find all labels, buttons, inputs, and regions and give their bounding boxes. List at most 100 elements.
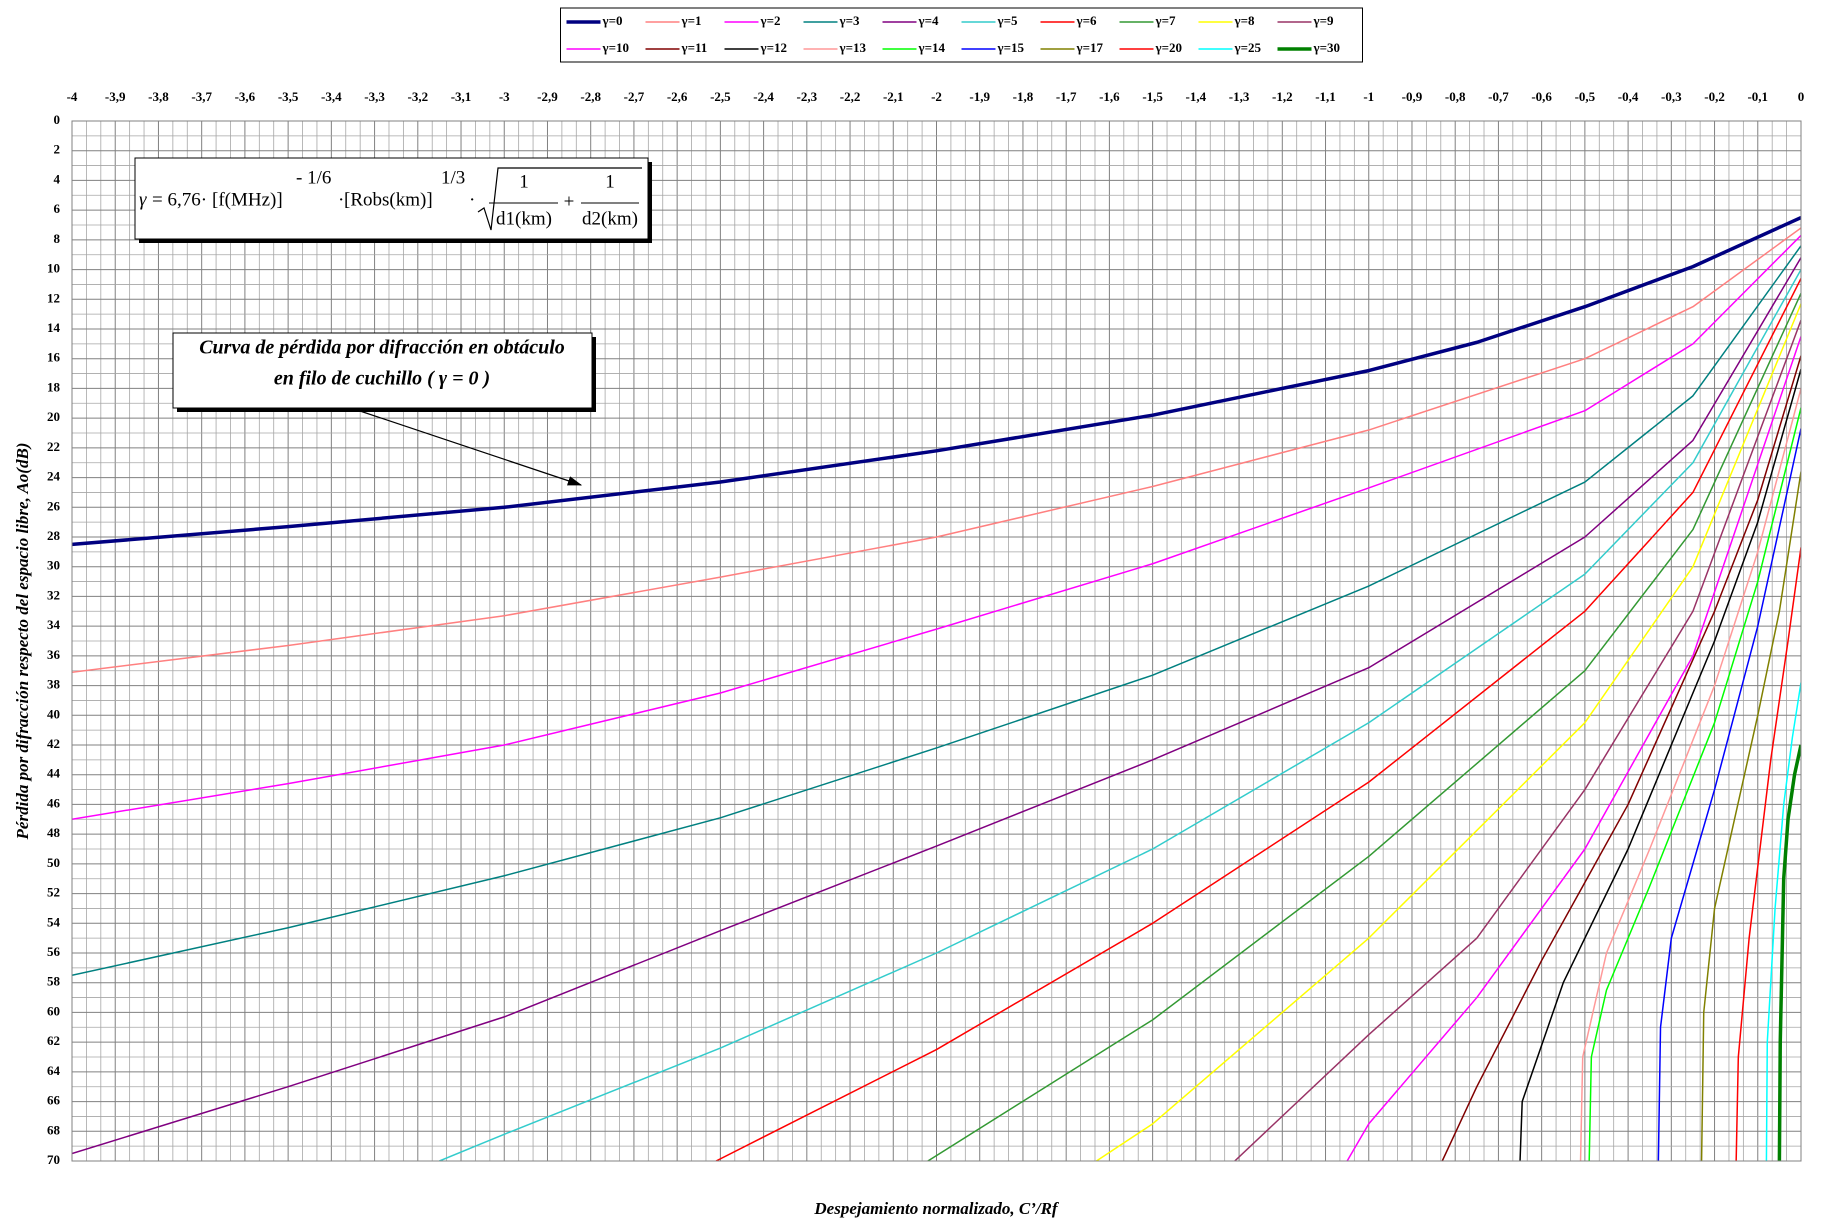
formula-text: d1(km) xyxy=(496,208,552,229)
x-tick-label: -3,4 xyxy=(321,89,342,104)
x-tick-label: -2,7 xyxy=(624,89,645,104)
x-tick-label: -1,5 xyxy=(1142,89,1163,104)
box xyxy=(134,157,649,240)
x-tick-label: -3 xyxy=(499,89,510,104)
ticks: -4 -3,9 -3,8 -3,7 -3,6 -3,5 -3,4 -3,3 -3,2 -3,1 -3… xyxy=(47,89,1804,1167)
callout-arrow xyxy=(359,410,583,486)
y-tick-label: 10 xyxy=(47,261,60,276)
y-tick-label: 36 xyxy=(47,647,61,662)
x-tick-label: -1,6 xyxy=(1099,89,1120,104)
y-axis-title: Pérdida por difracción respecto del espa… xyxy=(13,443,32,841)
y-tick-label: 8 xyxy=(54,231,61,246)
legend-label: γ=30 xyxy=(1313,40,1341,55)
x-tick-label: -2,3 xyxy=(797,89,818,104)
x-tick-label: 0 xyxy=(1798,89,1805,104)
grid xyxy=(71,120,1802,1162)
y-tick-label: 44 xyxy=(47,766,61,781)
legend-box xyxy=(560,7,1363,63)
curve xyxy=(1765,682,1801,1161)
x-tick-label: -3,3 xyxy=(364,89,385,104)
y-tick-label: 48 xyxy=(47,825,61,840)
y-tick-label: 52 xyxy=(47,885,60,900)
x-tick-label: -1,7 xyxy=(1056,89,1077,104)
formula-text: d2(km) xyxy=(582,208,638,229)
formula-text: 1 xyxy=(605,171,615,192)
curve xyxy=(1657,428,1801,1161)
formula-text: γ xyxy=(139,189,147,210)
y-tick-label: 70 xyxy=(47,1152,60,1167)
y-tick-label: 42 xyxy=(47,736,60,751)
y-tick-label: 24 xyxy=(47,469,61,484)
legend-label: γ=7 xyxy=(1155,13,1176,28)
y-tick-label: 28 xyxy=(47,528,61,543)
formula-text: + xyxy=(564,191,575,212)
x-tick-label: -1,4 xyxy=(1186,89,1207,104)
curve xyxy=(1234,319,1801,1161)
x-tick-label: -2,8 xyxy=(580,89,601,104)
x-tick-label: -0,3 xyxy=(1661,89,1682,104)
y-tick-label: 0 xyxy=(54,112,61,127)
curve xyxy=(1096,303,1801,1161)
formula-text: 1/3 xyxy=(441,167,465,188)
legend-label: γ=20 xyxy=(1155,40,1183,55)
legend-label: γ=11 xyxy=(681,40,708,55)
x-tick-label: -3,7 xyxy=(191,89,212,104)
legend-label: γ=4 xyxy=(918,13,939,28)
formula-box: γ = 6,76· [f(MHz)]- 1/6· [Robs(km)]1/3·1d1(… xyxy=(134,157,652,243)
formula-text: [Robs(km)] xyxy=(344,189,433,210)
x-tick-label: -2,5 xyxy=(710,89,731,104)
curve xyxy=(1700,471,1801,1161)
curve xyxy=(715,278,1801,1161)
x-tick-label: -2,2 xyxy=(840,89,861,104)
x-tick-label: -2,9 xyxy=(537,89,558,104)
curves xyxy=(72,215,1801,1161)
curve xyxy=(72,245,1801,977)
y-tick-label: 46 xyxy=(47,795,61,810)
x-tick-label: -1,2 xyxy=(1272,89,1293,104)
formula-text: - 1/6 xyxy=(296,167,331,188)
curve xyxy=(927,293,1801,1161)
y-tick-label: 66 xyxy=(47,1093,61,1108)
y-tick-label: 50 xyxy=(47,855,60,870)
x-tick-label: -4 xyxy=(67,89,78,104)
x-tick-label: -0,7 xyxy=(1488,89,1509,104)
legend-label: γ=0 xyxy=(602,13,623,28)
x-tick-label: -2,6 xyxy=(667,89,688,104)
callout: Curva de pérdida por difracción en obtác… xyxy=(172,332,596,486)
curve xyxy=(1346,336,1801,1161)
formula-text: · xyxy=(338,189,344,210)
formula-text: [f(MHz)] xyxy=(212,189,283,210)
box xyxy=(172,332,593,409)
x-tick-label: -0,8 xyxy=(1445,89,1466,104)
y-tick-label: 58 xyxy=(47,974,61,989)
y-tick-label: 14 xyxy=(47,320,61,335)
x-tick-label: -3,1 xyxy=(451,89,472,104)
curve xyxy=(1579,388,1801,1161)
y-tick-label: 68 xyxy=(47,1122,61,1137)
y-tick-label: 26 xyxy=(47,498,61,513)
x-axis-title: Despejamiento normalizado, C’/Rf xyxy=(813,1199,1060,1218)
x-tick-label: -2,4 xyxy=(753,89,774,104)
y-tick-label: 40 xyxy=(47,706,60,721)
curve xyxy=(72,227,1801,673)
x-tick-label: -2,1 xyxy=(883,89,904,104)
x-tick-label: -0,9 xyxy=(1402,89,1423,104)
legend-label: γ=13 xyxy=(839,40,867,55)
y-tick-label: 4 xyxy=(54,171,61,186)
curve xyxy=(439,269,1801,1161)
y-tick-label: 54 xyxy=(47,914,61,929)
x-tick-label: -0,4 xyxy=(1618,89,1639,104)
legend-label: γ=17 xyxy=(1076,40,1104,55)
legend-label: γ=8 xyxy=(1234,13,1255,28)
legend-label: γ=12 xyxy=(760,40,788,55)
y-tick-label: 18 xyxy=(47,379,61,394)
curve xyxy=(72,215,1801,547)
y-tick-label: 22 xyxy=(47,439,60,454)
x-tick-label: -2 xyxy=(931,89,942,104)
legend-label: γ=15 xyxy=(997,40,1025,55)
legend-label: γ=9 xyxy=(1313,13,1334,28)
legend: γ=0 γ=1 γ=2 γ=3 γ=4 γ=5 γ=6 γ=7 γ=8 γ=9 γ=10 γ=11 γ=… xyxy=(560,7,1363,63)
y-tick-label: 2 xyxy=(54,142,61,157)
x-tick-label: -1,1 xyxy=(1315,89,1336,104)
